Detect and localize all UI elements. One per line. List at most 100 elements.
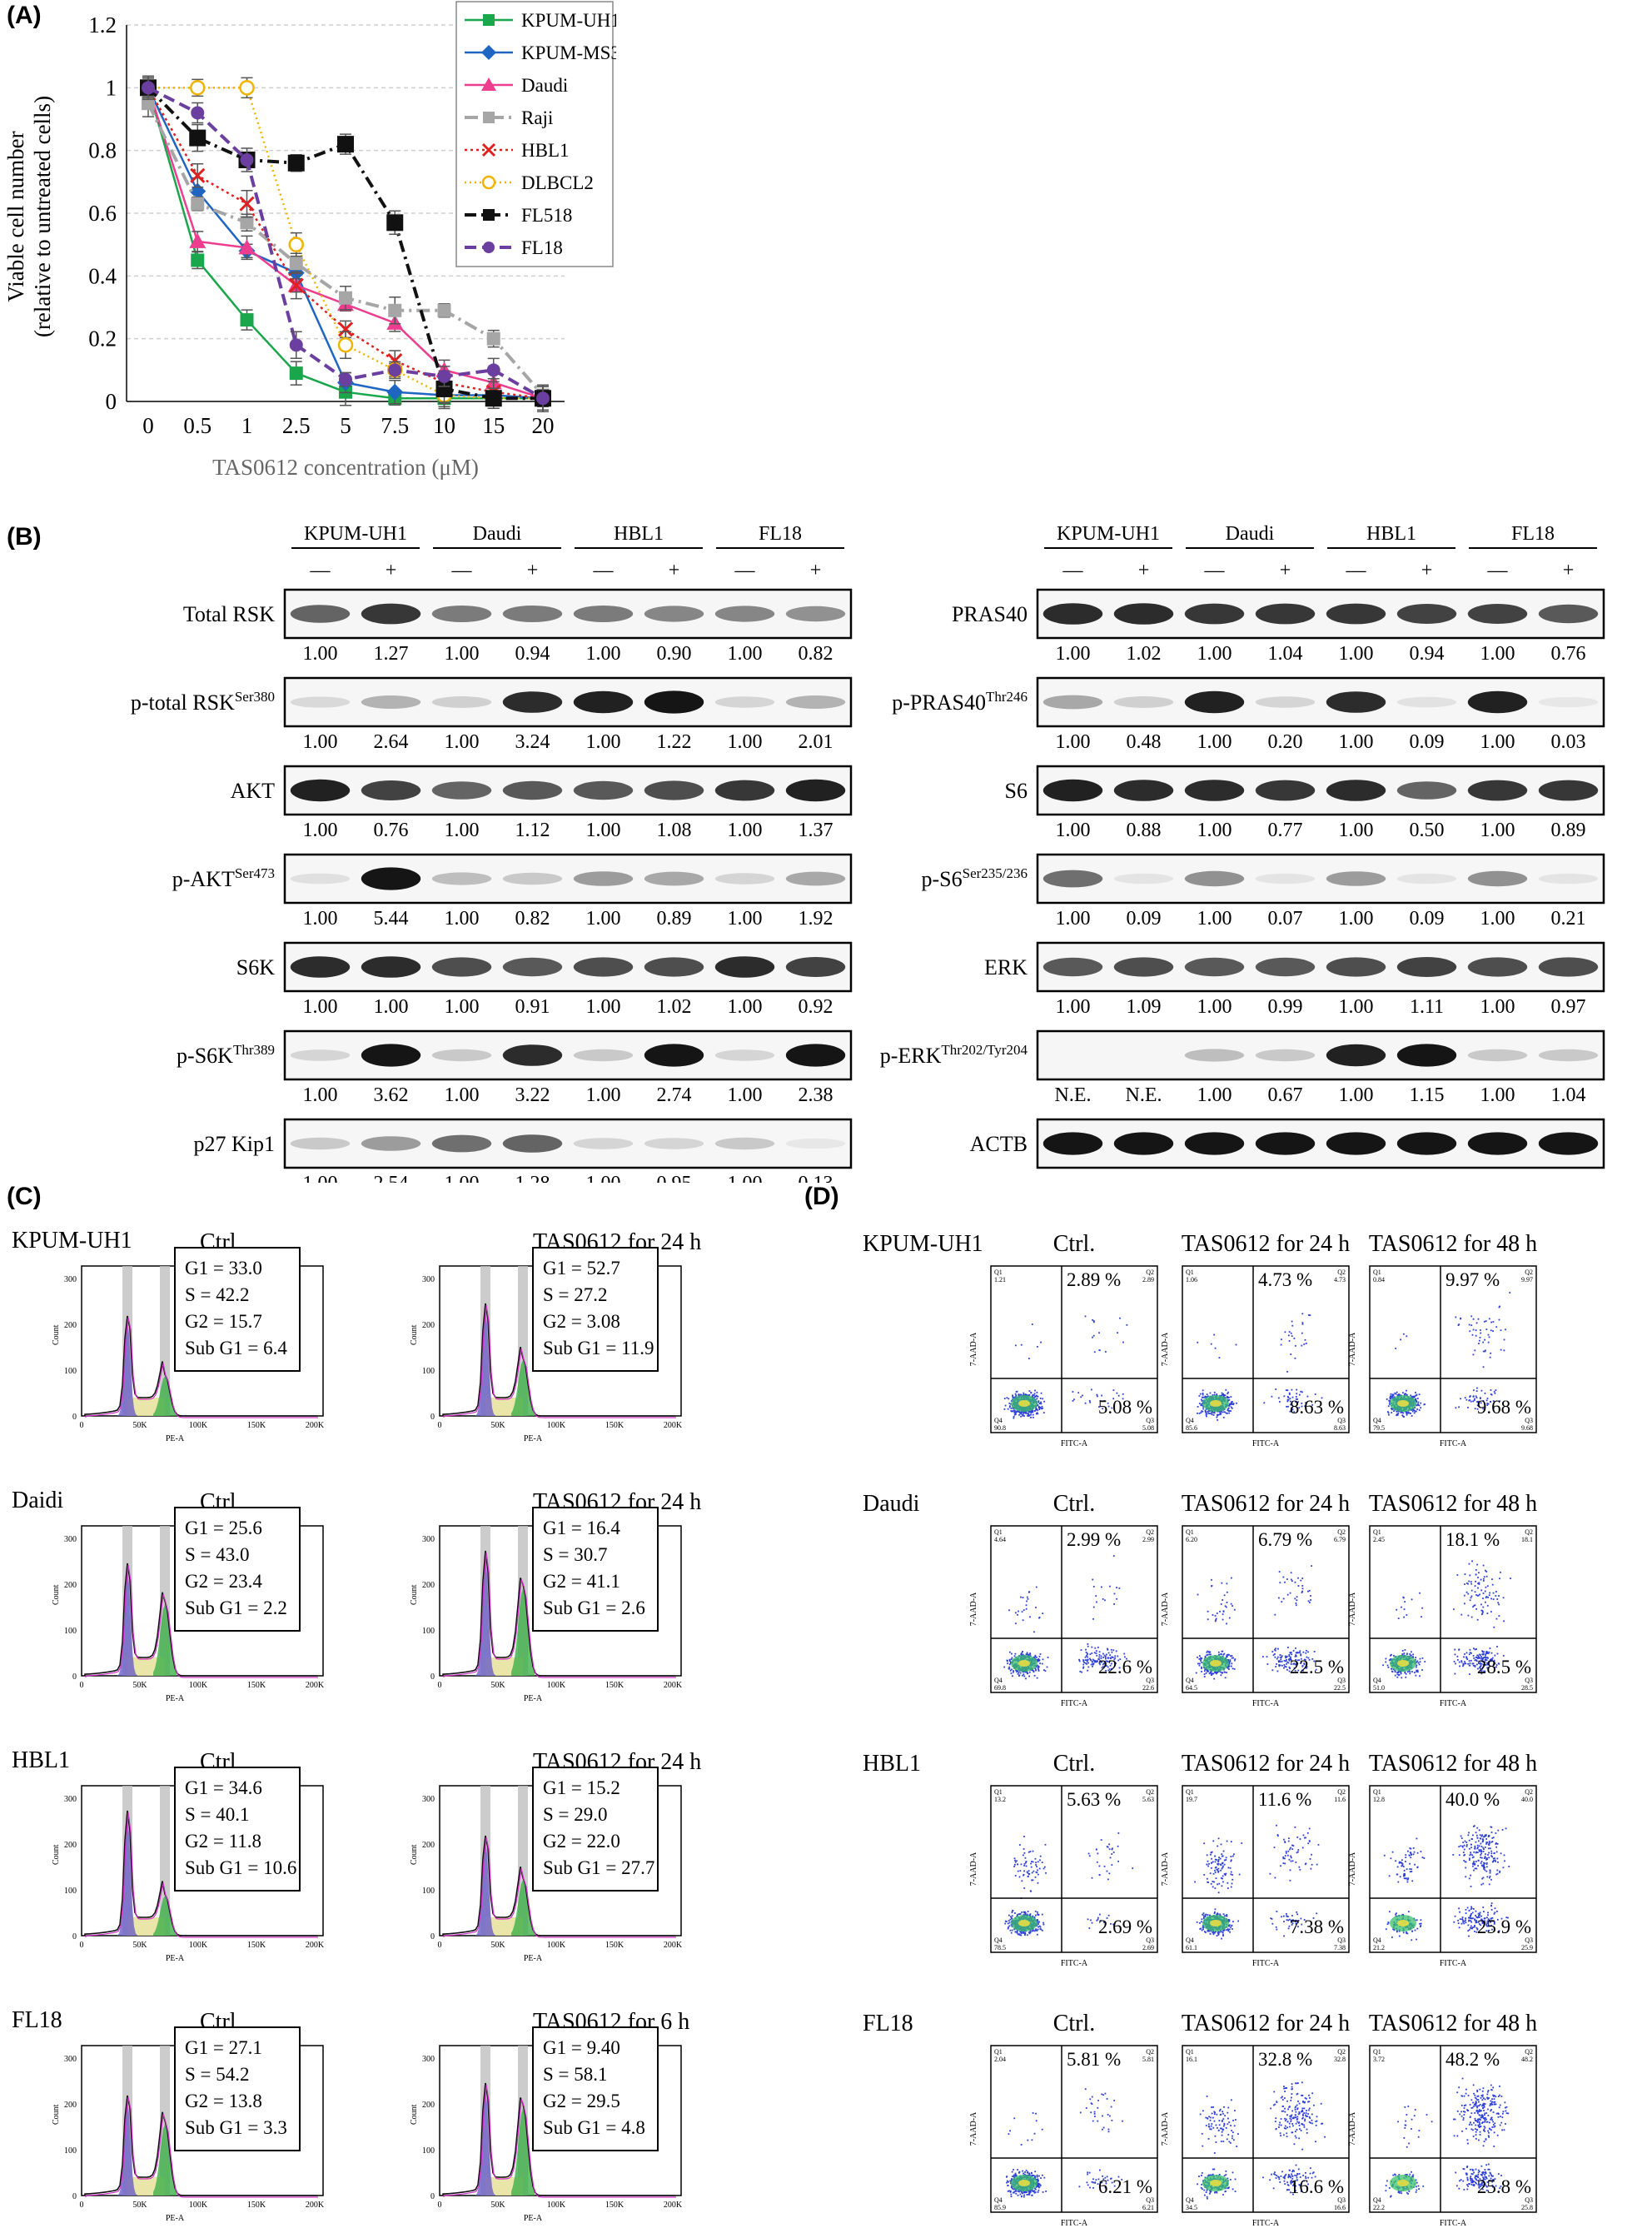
- dot: [1222, 1653, 1225, 1656]
- dot: [1092, 1578, 1094, 1581]
- treatment-minus: —: [1204, 560, 1226, 581]
- treatment-plus: +: [1421, 560, 1433, 581]
- blot-cell-line: HBL1: [1366, 523, 1416, 545]
- dot: [1202, 1389, 1204, 1392]
- dot: [1202, 1916, 1205, 1918]
- blot-quant-value: 0.09: [1410, 908, 1445, 930]
- data-point: [437, 369, 451, 383]
- dot: [1285, 1851, 1287, 1852]
- dot: [1111, 1407, 1113, 1409]
- model-fit-line: [443, 1552, 676, 1678]
- dot: [1281, 1338, 1282, 1341]
- dot: [1296, 1655, 1297, 1657]
- dot: [1485, 1399, 1488, 1402]
- dot: [1475, 1329, 1477, 1332]
- dot: [1027, 1414, 1029, 1417]
- dot: [1207, 1411, 1209, 1413]
- dot: [1221, 1931, 1223, 1933]
- dot: [1231, 1665, 1232, 1667]
- blot-band: [1467, 957, 1528, 977]
- blot-band: [1184, 957, 1245, 977]
- dot: [1482, 1657, 1485, 1659]
- dot: [1286, 1655, 1288, 1657]
- hist-x-tick: 150K: [605, 1421, 624, 1430]
- dot: [1037, 1869, 1038, 1872]
- apoptosis-panel: TAS0612 for 48 h18.1 %28.5 %Q12.45Q218.1…: [1348, 1491, 1537, 1708]
- dot: [1300, 1917, 1302, 1920]
- dot: [1474, 1591, 1476, 1593]
- dot: [1301, 1313, 1304, 1315]
- dot: [1275, 1647, 1276, 1650]
- hist-y-tick: 300: [64, 2055, 77, 2064]
- hist-y-tick: 100: [422, 1367, 435, 1376]
- dot: [1484, 1661, 1486, 1663]
- dot: [1414, 1407, 1416, 1408]
- q3-percent: 8.63 %: [1290, 1397, 1344, 1418]
- dot: [1208, 1653, 1211, 1656]
- dot: [1467, 1614, 1470, 1617]
- dot: [1225, 1857, 1227, 1859]
- dot: [1477, 1577, 1479, 1578]
- dot-x-label: FITC-A: [1061, 1439, 1088, 1448]
- dot: [1484, 1601, 1486, 1603]
- dot: [1231, 1407, 1233, 1409]
- dot: [1288, 1858, 1291, 1861]
- dot: [1290, 1857, 1292, 1859]
- dot: [1104, 1599, 1106, 1602]
- dot: [1018, 1933, 1021, 1936]
- dot: [1491, 1657, 1494, 1659]
- q2-tag: Q2: [1525, 1269, 1533, 1276]
- dot: [1497, 1662, 1500, 1665]
- dot: [1208, 1914, 1211, 1917]
- dot: [1085, 1648, 1087, 1651]
- dot: [1037, 1405, 1040, 1408]
- dot: [1301, 1923, 1303, 1926]
- dot: [1284, 1331, 1286, 1333]
- dot: [1470, 1583, 1473, 1585]
- blot-band: [1255, 957, 1316, 977]
- dot: [1032, 1670, 1035, 1672]
- x-tick-label: 2.5: [282, 413, 311, 438]
- dot: [1296, 1388, 1298, 1391]
- dot: [1226, 1602, 1228, 1603]
- dot: [1230, 1926, 1232, 1928]
- dot: [1228, 1920, 1231, 1922]
- dot: [1014, 1875, 1017, 1877]
- dot: [1411, 1651, 1412, 1653]
- dot: [1009, 1929, 1012, 1931]
- dot: [1470, 1595, 1473, 1598]
- dot: [1212, 1881, 1214, 1882]
- dot: [1301, 1402, 1303, 1404]
- dot: [1038, 1921, 1041, 1923]
- dot: [1473, 1389, 1475, 1392]
- x-tick-label: 20: [532, 413, 555, 438]
- dot: [1015, 1391, 1018, 1393]
- dot: [1418, 1663, 1421, 1666]
- dot: [1464, 1583, 1465, 1585]
- dot: [1034, 1876, 1037, 1878]
- dot: [1023, 1870, 1025, 1872]
- dot: [1387, 1413, 1390, 1416]
- dot: [1476, 1657, 1478, 1659]
- dot: [1221, 1937, 1222, 1940]
- dot: [1023, 1415, 1025, 1417]
- blot-quant-value: 1.02: [657, 996, 692, 1018]
- hist-x-tick: 200K: [664, 2201, 683, 2210]
- dot: [1292, 1919, 1294, 1921]
- dot: [1464, 1661, 1465, 1663]
- apoptosis-panel: TAS0612 for 24 h11.6 %7.38 %Q119.7Q211.6…: [1161, 1751, 1350, 1968]
- blot-quant-value: 1.00: [445, 820, 480, 841]
- dot: [1031, 1395, 1033, 1398]
- dot: [1480, 1654, 1481, 1657]
- dot: [1291, 1653, 1293, 1656]
- dot: [1474, 1408, 1476, 1410]
- dot: [1113, 1593, 1116, 1595]
- dot: [1228, 1928, 1231, 1931]
- dot: [1036, 1933, 1038, 1936]
- dot: [1106, 1870, 1108, 1872]
- dot: [1465, 1591, 1468, 1593]
- dot: [1295, 1398, 1297, 1400]
- blot-quant-value: 0.21: [1551, 908, 1586, 930]
- dot: [1023, 1393, 1025, 1396]
- dot: [1483, 1670, 1485, 1672]
